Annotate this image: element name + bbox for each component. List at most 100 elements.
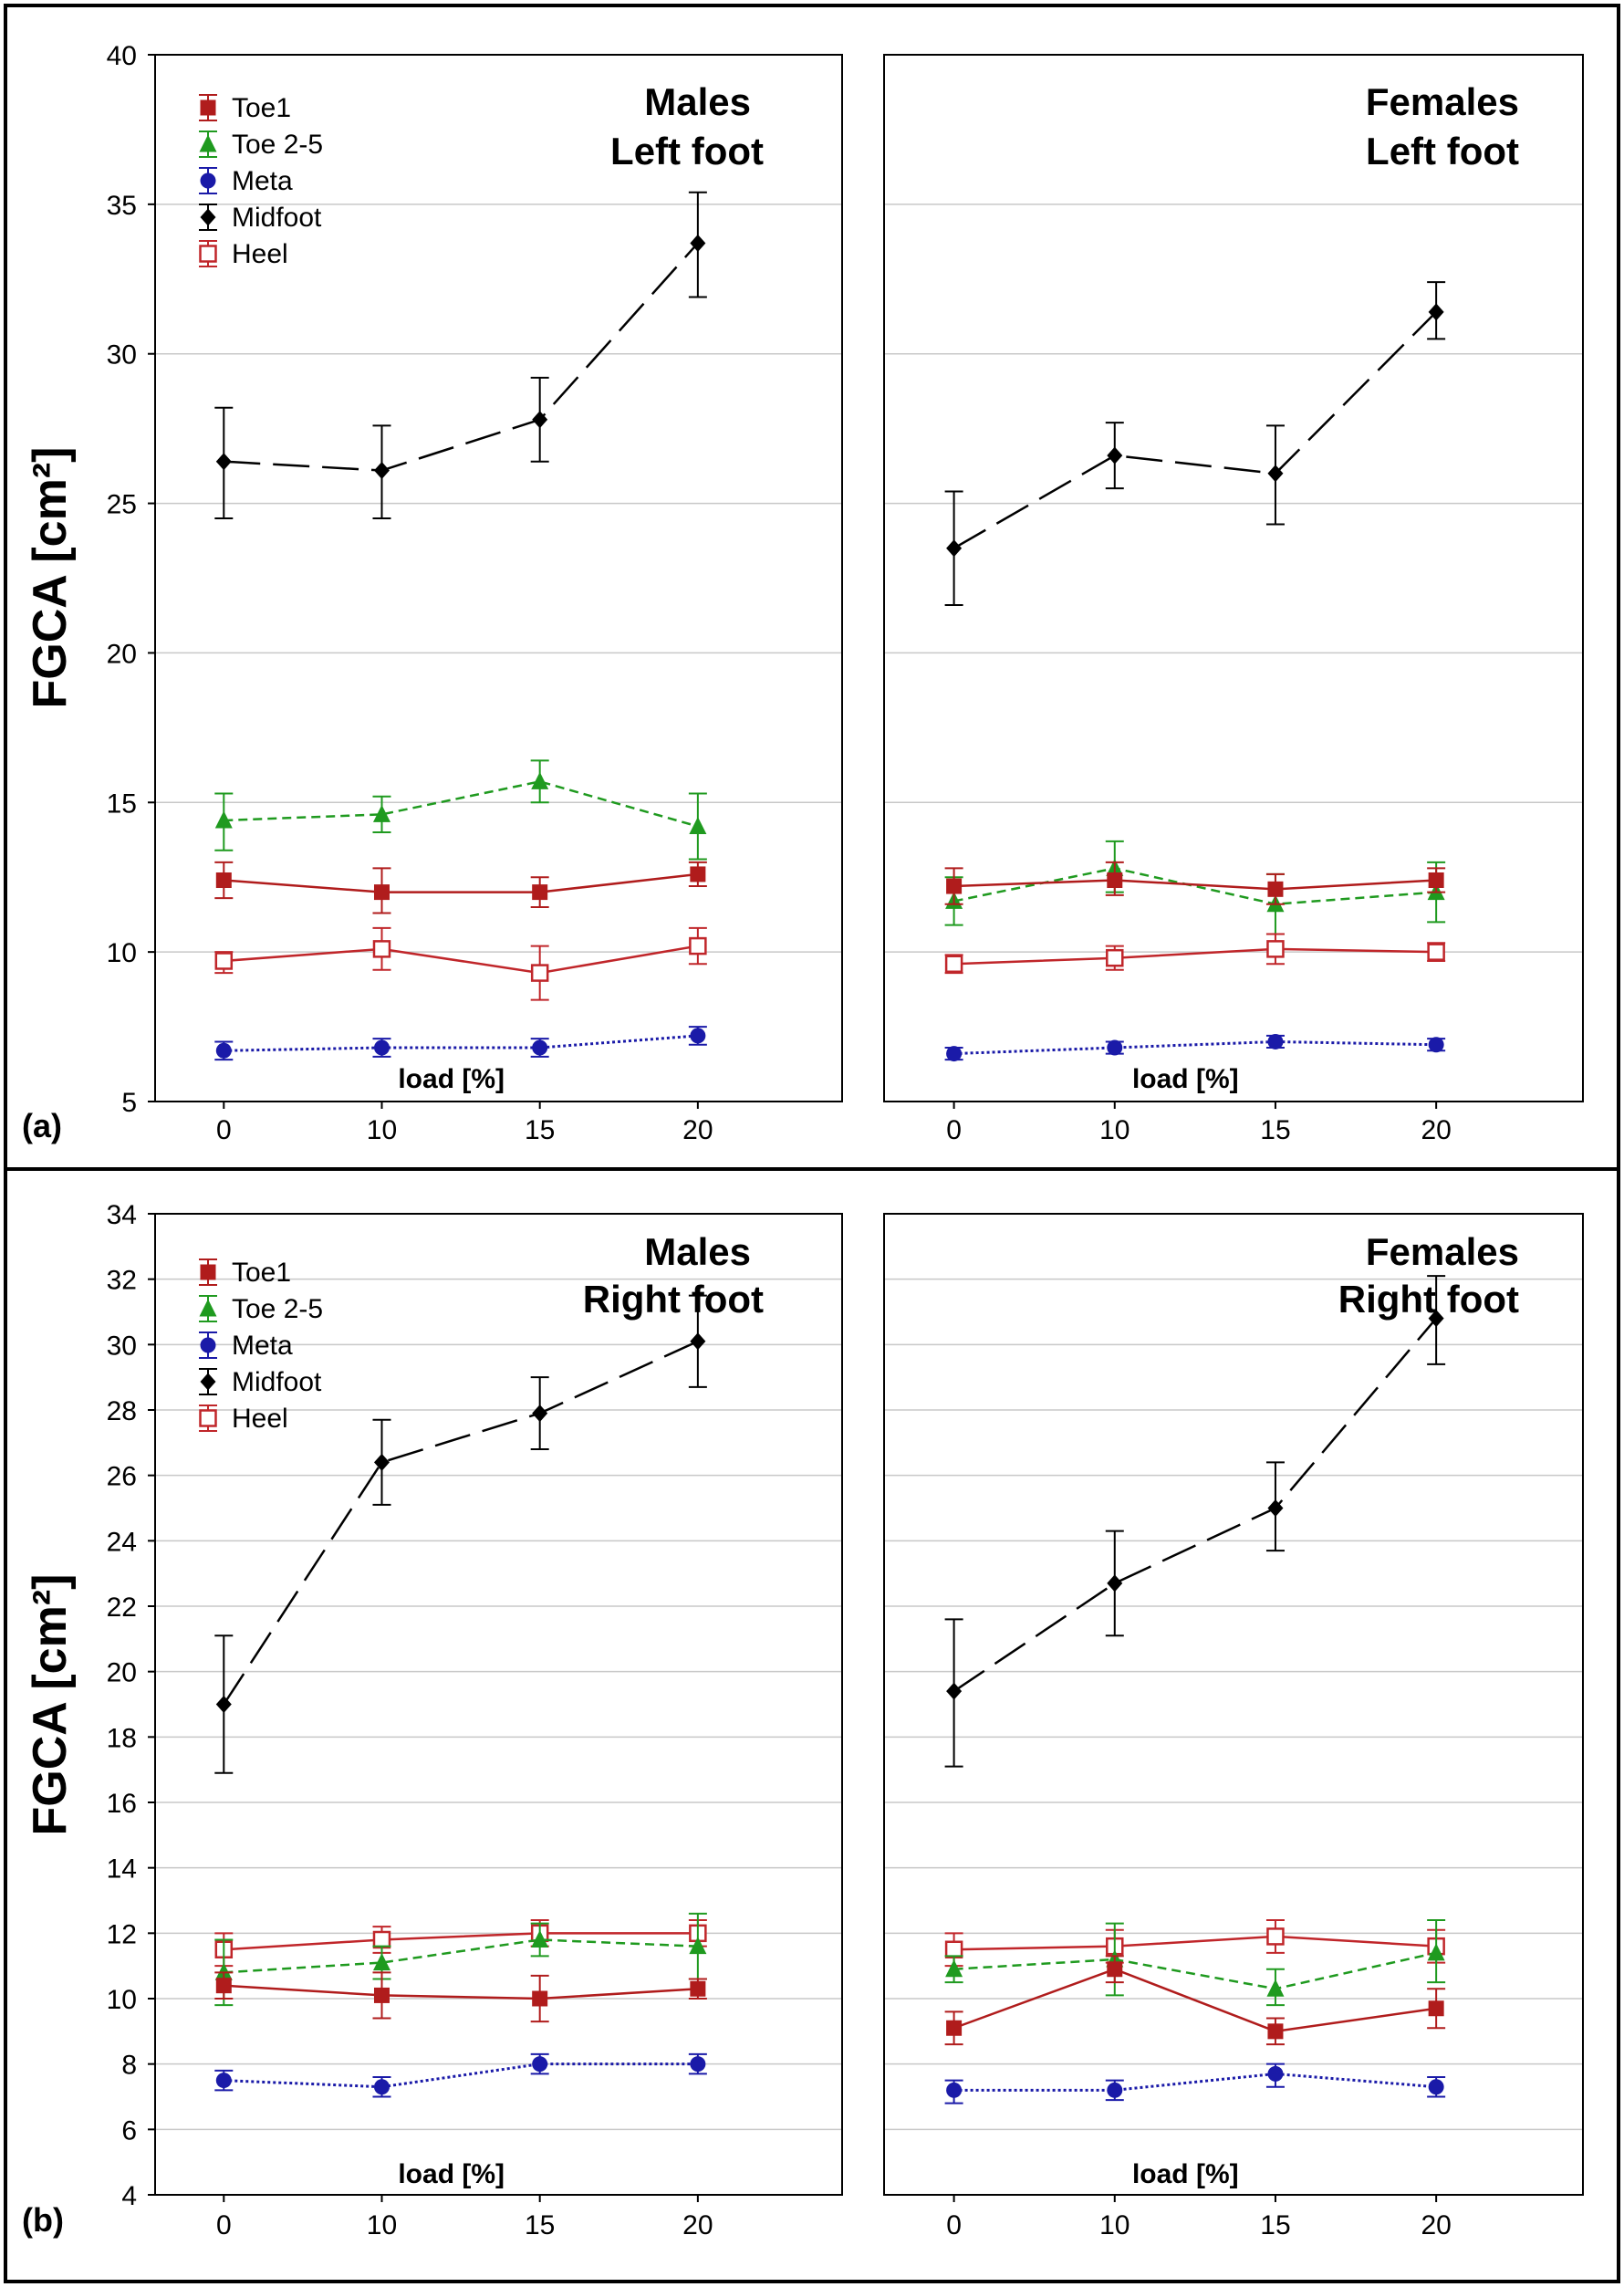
series-line [224, 1984, 698, 2000]
data-point [1107, 1574, 1123, 1593]
plot-frame [883, 1213, 1584, 2196]
series-line [953, 1935, 1437, 1951]
x-tick-label: 20 [682, 2210, 713, 2240]
y-tick-label: 24 [107, 1527, 137, 1557]
x-tick-label: 10 [367, 1115, 397, 1145]
x-tick-label: 20 [1421, 2210, 1451, 2240]
data-point [215, 1042, 232, 1059]
legend-marker [200, 1264, 216, 1280]
legend-label: Meta [232, 166, 293, 196]
data-point [1267, 2023, 1284, 2040]
data-point [372, 940, 391, 958]
data-point [532, 1039, 548, 1056]
y-tick-label: 25 [107, 490, 137, 520]
data-point [1267, 2065, 1284, 2082]
data-point [1107, 446, 1123, 465]
y-tick-label: 4 [121, 2181, 137, 2211]
data-point [690, 234, 706, 252]
y-axis-label: FGCA [cm²] [24, 447, 77, 709]
data-point [946, 2082, 963, 2098]
series-line [224, 1932, 698, 1951]
series-line [224, 1938, 698, 1974]
data-point [215, 872, 232, 888]
y-tick-label: 20 [107, 639, 137, 669]
y-axis-label: FGCA [cm²] [24, 1574, 77, 1836]
data-point [373, 1987, 390, 2003]
y-tick-label: 18 [107, 1723, 137, 1753]
data-point [1428, 2000, 1444, 2017]
y-tick-label: 10 [107, 938, 137, 968]
data-point [532, 884, 548, 901]
y-tick-label: 14 [107, 1854, 137, 1885]
y-tick-label: 30 [107, 1331, 137, 1361]
legend-label: Heel [232, 239, 288, 269]
subplot-a-1: 0 10 15 20 load [%] Females Left foot [883, 54, 1584, 1145]
y-tick-label: 32 [107, 1266, 137, 1296]
legend-marker [199, 1409, 217, 1427]
data-point [946, 878, 963, 894]
series-line [224, 872, 699, 893]
y-tick-label: 40 [107, 41, 137, 71]
series-line [224, 1034, 698, 1052]
legend-marker [200, 172, 216, 189]
series-line [953, 1951, 1437, 1990]
data-point [1266, 1979, 1285, 1997]
legend-marker [199, 245, 217, 263]
data-point [1428, 2079, 1444, 2095]
series-line [953, 1317, 1438, 1693]
data-point [1107, 1039, 1123, 1056]
subplot-title-line2: Left foot [1366, 130, 1519, 172]
series-toe1 [214, 861, 707, 914]
data-point [1428, 1310, 1444, 1328]
legend-label: Toe1 [232, 93, 291, 123]
x-tick-label: 10 [367, 2210, 397, 2240]
x-axis-label: load [%] [398, 1064, 505, 1094]
series-line [224, 242, 699, 472]
series-toe1 [944, 1955, 1446, 2046]
series-midfoot [214, 1294, 707, 1774]
legend-label: Toe 2-5 [232, 1294, 323, 1324]
y-tick-label: 34 [107, 1200, 137, 1230]
subplot-title-line2: Right foot [583, 1278, 764, 1321]
data-point [946, 1682, 963, 1700]
series-line [953, 879, 1437, 891]
series-line [953, 310, 1438, 549]
legend-marker [200, 1337, 216, 1353]
legend-label: Toe1 [232, 1258, 291, 1288]
data-point [373, 1453, 390, 1471]
series-meta [214, 2052, 707, 2098]
y-tick-label: 28 [107, 1396, 137, 1426]
series-line [223, 1340, 699, 1706]
panel-label: (b) [22, 2201, 64, 2239]
data-point [1427, 943, 1445, 961]
data-point [690, 2056, 706, 2073]
data-point [372, 804, 390, 822]
x-tick-label: 15 [1260, 1115, 1290, 1145]
data-point [690, 866, 706, 882]
subplot-b-1: 0 10 15 20 load [%] Females Right foot [883, 1213, 1584, 2240]
data-point [531, 1930, 549, 1948]
data-point [532, 411, 548, 429]
plot-frame [154, 1213, 843, 2196]
legend-label: Meta [232, 1331, 293, 1361]
data-point [532, 2056, 548, 2073]
data-point [531, 771, 549, 789]
x-tick-label: 10 [1099, 2210, 1130, 2240]
y-tick-label: 12 [107, 1919, 137, 1949]
legend-marker [199, 134, 217, 152]
data-point [944, 1940, 963, 1958]
x-tick-label: 20 [682, 1115, 713, 1145]
x-axis-label: load [%] [1132, 1064, 1239, 1094]
x-axis-label: load [%] [398, 2159, 505, 2189]
data-point [532, 1405, 548, 1423]
data-point [1428, 303, 1444, 321]
data-point [1427, 1943, 1445, 1961]
series-line [953, 2072, 1437, 2092]
series-line [224, 945, 699, 975]
data-point [532, 1990, 548, 2007]
data-point [373, 884, 390, 901]
data-point [214, 810, 233, 829]
x-tick-label: 0 [946, 1115, 962, 1145]
series-meta [214, 1026, 707, 1061]
